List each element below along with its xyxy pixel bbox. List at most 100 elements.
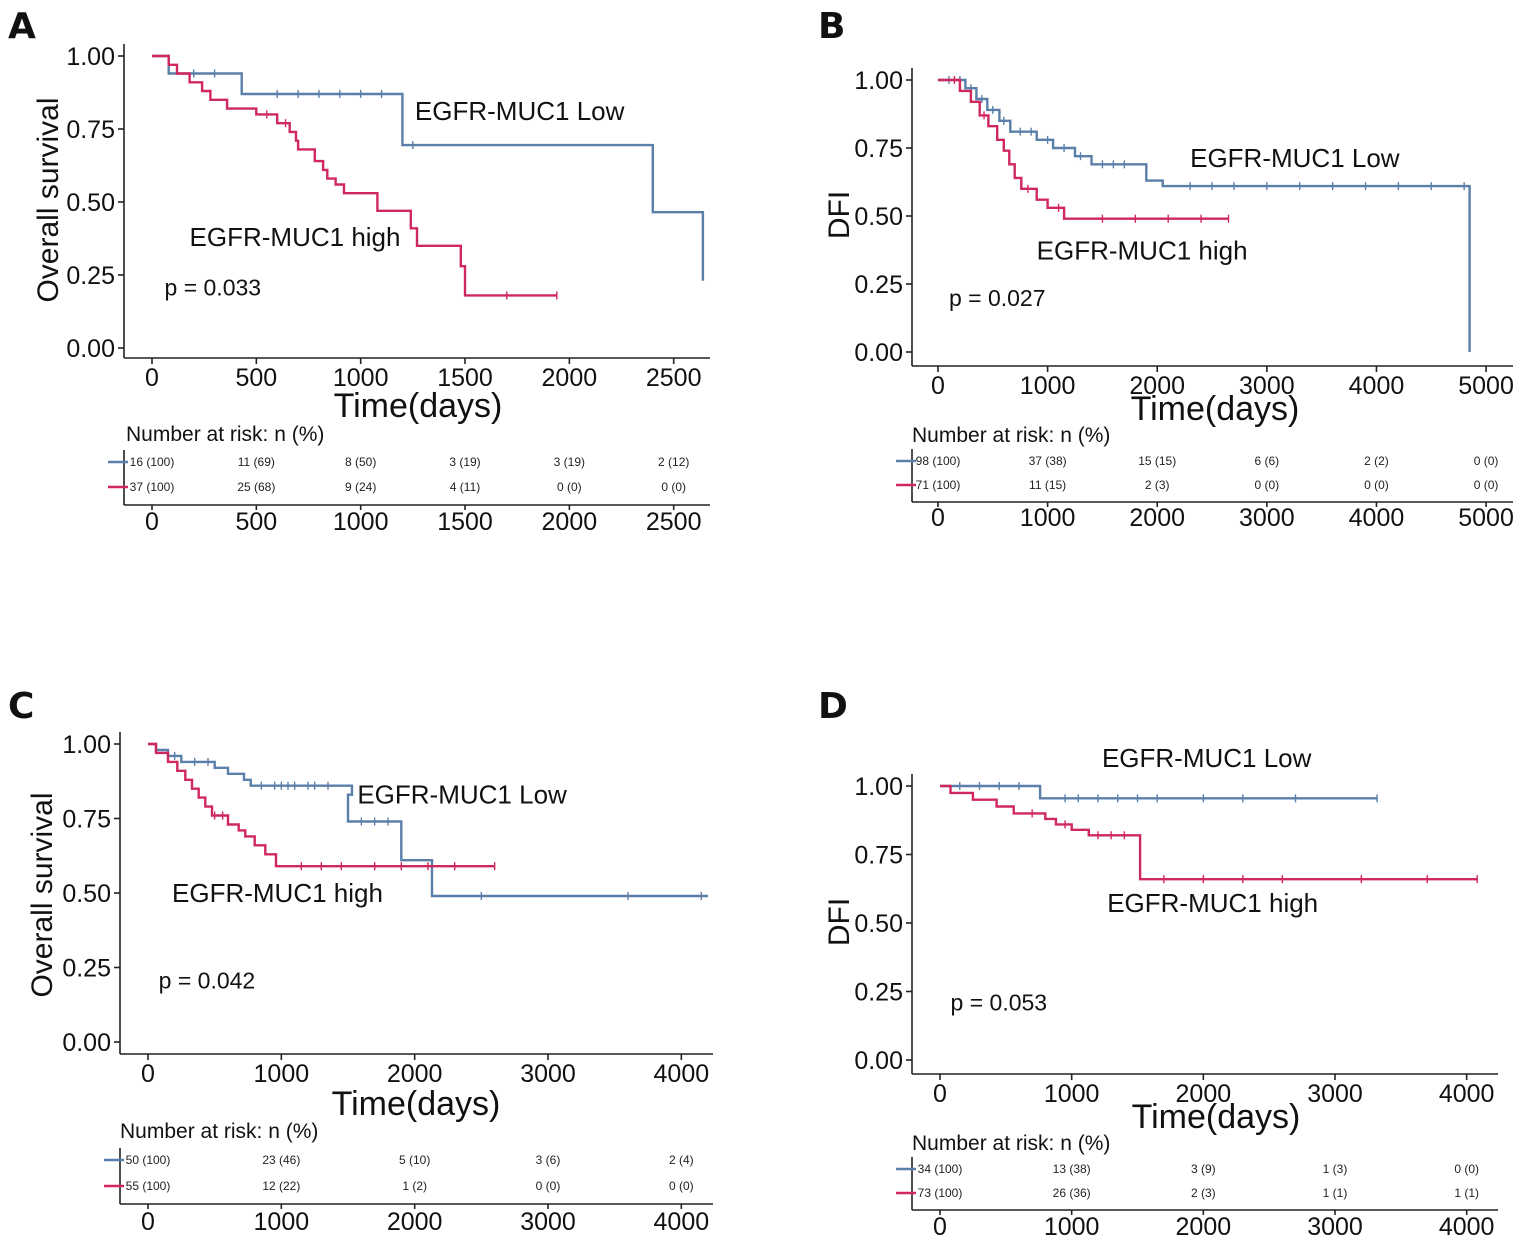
risk-cell: 23 (46) (262, 1153, 300, 1167)
risk-cell: 26 (36) (1053, 1186, 1091, 1200)
p-value: p = 0.027 (949, 285, 1046, 311)
x-tick-label: 5000 (1458, 372, 1514, 400)
x-tick-label: 2000 (1129, 372, 1185, 400)
curve-label: EGFR-MUC1 high (1037, 236, 1248, 266)
risk-cell: 2 (2) (1364, 454, 1389, 468)
risk-x-tick-label: 0 (141, 1208, 155, 1236)
km-curve-low (938, 78, 1471, 352)
y-tick-label: 1.00 (66, 43, 115, 71)
risk-cell: 98 (100) (916, 454, 961, 468)
risk-x-tick-label: 4000 (1349, 504, 1405, 532)
risk-cell: 0 (0) (1474, 454, 1499, 468)
risk-x-tick-label: 500 (235, 508, 277, 536)
curve-label: EGFR-MUC1 high (1107, 888, 1318, 918)
y-tick-label: 0.75 (66, 116, 115, 144)
x-tick-label: 0 (933, 1080, 947, 1108)
x-tick-label: 3000 (520, 1060, 576, 1088)
risk-x-tick-label: 1500 (437, 508, 493, 536)
risk-cell: 0 (0) (1364, 478, 1389, 492)
risk-x-tick-label: 3000 (520, 1208, 576, 1236)
risk-x-tick-label: 3000 (1307, 1213, 1363, 1241)
panel-letter-d: D (818, 686, 848, 727)
risk-cell: 11 (69) (238, 455, 275, 469)
risk-cell: 0 (0) (536, 1179, 561, 1193)
risk-x-tick-label: 2000 (1176, 1213, 1232, 1241)
p-value: p = 0.053 (951, 990, 1048, 1016)
y-tick-label: 0.00 (62, 1029, 111, 1057)
risk-x-tick-label: 0 (145, 508, 159, 536)
risk-cell: 16 (100) (130, 455, 175, 469)
curve-label: EGFR-MUC1 high (190, 222, 401, 252)
y-tick-label: 1.00 (854, 67, 903, 95)
y-tick-label: 0.25 (66, 262, 115, 290)
risk-x-tick-label: 0 (933, 1213, 947, 1241)
risk-x-tick-label: 2000 (1129, 504, 1185, 532)
curve-label: EGFR-MUC1 high (172, 878, 383, 908)
risk-x-tick-label: 2000 (387, 1208, 443, 1236)
risk-cell: 0 (0) (661, 480, 686, 494)
risk-x-tick-label: 0 (931, 504, 945, 532)
y-axis-label: Overall survival (26, 792, 59, 997)
risk-cell: 6 (6) (1255, 454, 1280, 468)
risk-table-title: Number at risk: n (%) (912, 424, 1110, 447)
y-tick-label: 0.50 (62, 880, 111, 908)
x-tick-label: 4000 (1439, 1080, 1495, 1108)
y-tick-label: 0.00 (66, 335, 115, 363)
risk-table-title: Number at risk: n (%) (126, 423, 324, 446)
x-tick-label: 0 (145, 364, 159, 392)
risk-cell: 1 (2) (402, 1179, 427, 1193)
km-curve-high (152, 54, 557, 297)
risk-table-title: Number at risk: n (%) (120, 1120, 318, 1143)
risk-cell: 5 (10) (399, 1153, 430, 1167)
risk-cell: 37 (100) (130, 480, 175, 494)
km-curve-high (148, 742, 495, 868)
x-tick-label: 1000 (333, 364, 389, 392)
x-tick-label: 1500 (437, 364, 493, 392)
risk-cell: 2 (3) (1191, 1186, 1216, 1200)
risk-x-tick-label: 1000 (333, 508, 389, 536)
curve-label: EGFR-MUC1 Low (1190, 143, 1400, 173)
x-tick-label: 4000 (654, 1060, 710, 1088)
x-axis-label: Time(days) (1132, 1098, 1301, 1136)
km-curve-high (938, 78, 1229, 220)
y-tick-label: 1.00 (854, 773, 903, 801)
risk-cell: 55 (100) (126, 1179, 171, 1193)
x-tick-label: 4000 (1349, 372, 1405, 400)
y-axis-label: Overall survival (32, 97, 65, 302)
x-axis-label: Time(days) (334, 387, 503, 425)
y-tick-label: 0.00 (854, 339, 903, 367)
risk-cell: 3 (6) (536, 1153, 561, 1167)
risk-x-tick-label: 1000 (1020, 504, 1076, 532)
risk-cell: 15 (15) (1138, 454, 1176, 468)
km-curve-low (152, 54, 705, 281)
risk-cell: 25 (68) (237, 480, 275, 494)
risk-x-tick-label: 4000 (1439, 1213, 1495, 1241)
risk-cell: 71 (100) (916, 478, 961, 492)
risk-cell: 4 (11) (450, 480, 480, 494)
y-axis-label: DFI (823, 191, 856, 239)
y-tick-label: 0.25 (62, 955, 111, 983)
x-tick-label: 2500 (646, 364, 702, 392)
curve-label: EGFR-MUC1 Low (415, 96, 625, 126)
risk-x-tick-label: 5000 (1458, 504, 1514, 532)
y-tick-label: 0.50 (854, 910, 903, 938)
risk-cell: 0 (0) (1474, 478, 1499, 492)
risk-cell: 1 (1) (1323, 1186, 1348, 1200)
risk-cell: 37 (38) (1029, 454, 1067, 468)
y-tick-label: 0.00 (854, 1047, 903, 1075)
risk-cell: 2 (12) (658, 455, 689, 469)
risk-cell: 11 (15) (1029, 478, 1066, 492)
risk-cell: 1 (1) (1454, 1186, 1479, 1200)
km-curve-low (148, 742, 708, 898)
x-tick-label: 3000 (1307, 1080, 1363, 1108)
risk-x-tick-label: 2000 (542, 508, 598, 536)
risk-table-title: Number at risk: n (%) (912, 1132, 1110, 1155)
x-tick-label: 3000 (1239, 372, 1295, 400)
km-curve-low (940, 784, 1378, 800)
risk-cell: 12 (22) (262, 1179, 300, 1193)
panel-letter-c: C (8, 686, 34, 727)
risk-cell: 73 (100) (918, 1186, 963, 1200)
y-tick-label: 0.50 (854, 203, 903, 231)
risk-cell: 0 (0) (1255, 478, 1280, 492)
